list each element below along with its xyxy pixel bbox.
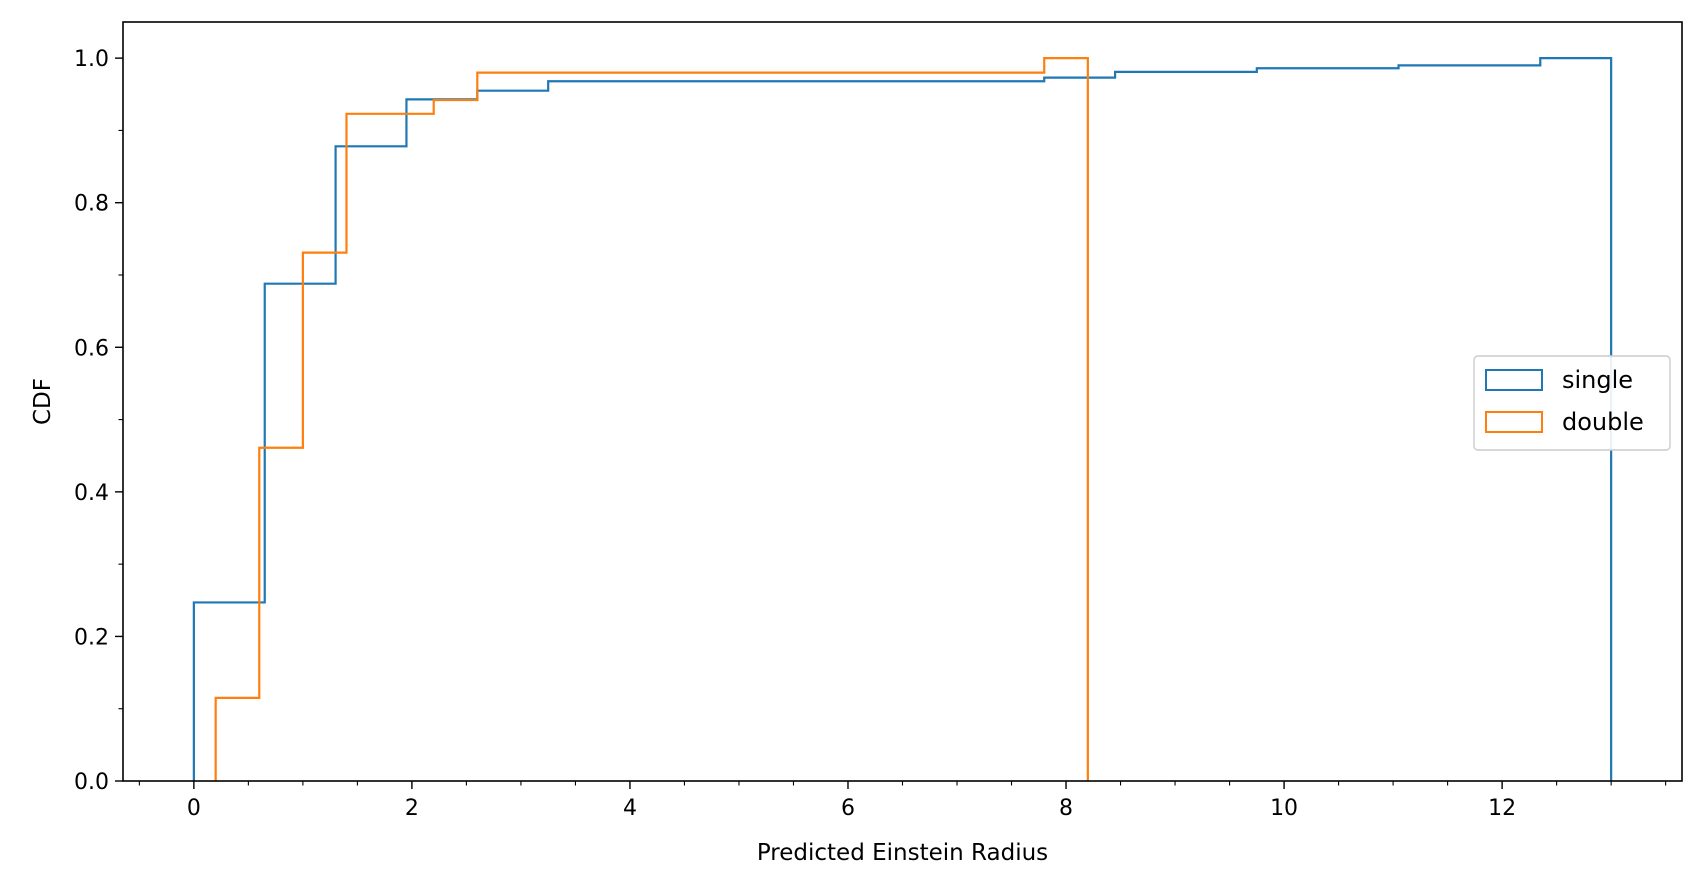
legend-swatch-double — [1485, 411, 1543, 433]
x-tick-label: 12 — [1488, 796, 1516, 821]
series-line-double — [214, 57, 1089, 781]
series-layer — [192, 57, 1613, 781]
legend: single double — [1473, 355, 1671, 451]
legend-box — [1473, 355, 1671, 451]
y-tick-label: 0.6 — [74, 336, 109, 361]
y-axis-ticks: 0.0 0.2 0.4 0.6 0.8 1.0 — [74, 47, 123, 795]
x-axis-label: Predicted Einstein Radius — [757, 840, 1048, 866]
series-line-single — [192, 57, 1613, 781]
x-tick-label: 4 — [623, 796, 637, 821]
legend-swatch-single — [1485, 369, 1543, 391]
x-axis-ticks: 0 2 4 6 8 10 12 — [138, 781, 1667, 821]
y-tick-label: 1.0 — [74, 47, 109, 72]
x-tick-label: 8 — [1059, 796, 1073, 821]
x-tick-label: 10 — [1270, 796, 1298, 821]
y-tick-label: 0.8 — [74, 192, 109, 217]
legend-label-double: double — [1562, 408, 1644, 436]
y-tick-label: 0.2 — [74, 625, 109, 650]
y-axis-label: CDF — [30, 378, 56, 425]
legend-label-single: single — [1562, 366, 1633, 394]
x-tick-label: 0 — [187, 796, 201, 821]
x-tick-label: 6 — [841, 796, 855, 821]
y-tick-label: 0.4 — [74, 481, 109, 506]
plot-area — [123, 22, 1682, 781]
x-tick-label: 2 — [405, 796, 419, 821]
y-tick-label: 0.0 — [74, 770, 109, 795]
